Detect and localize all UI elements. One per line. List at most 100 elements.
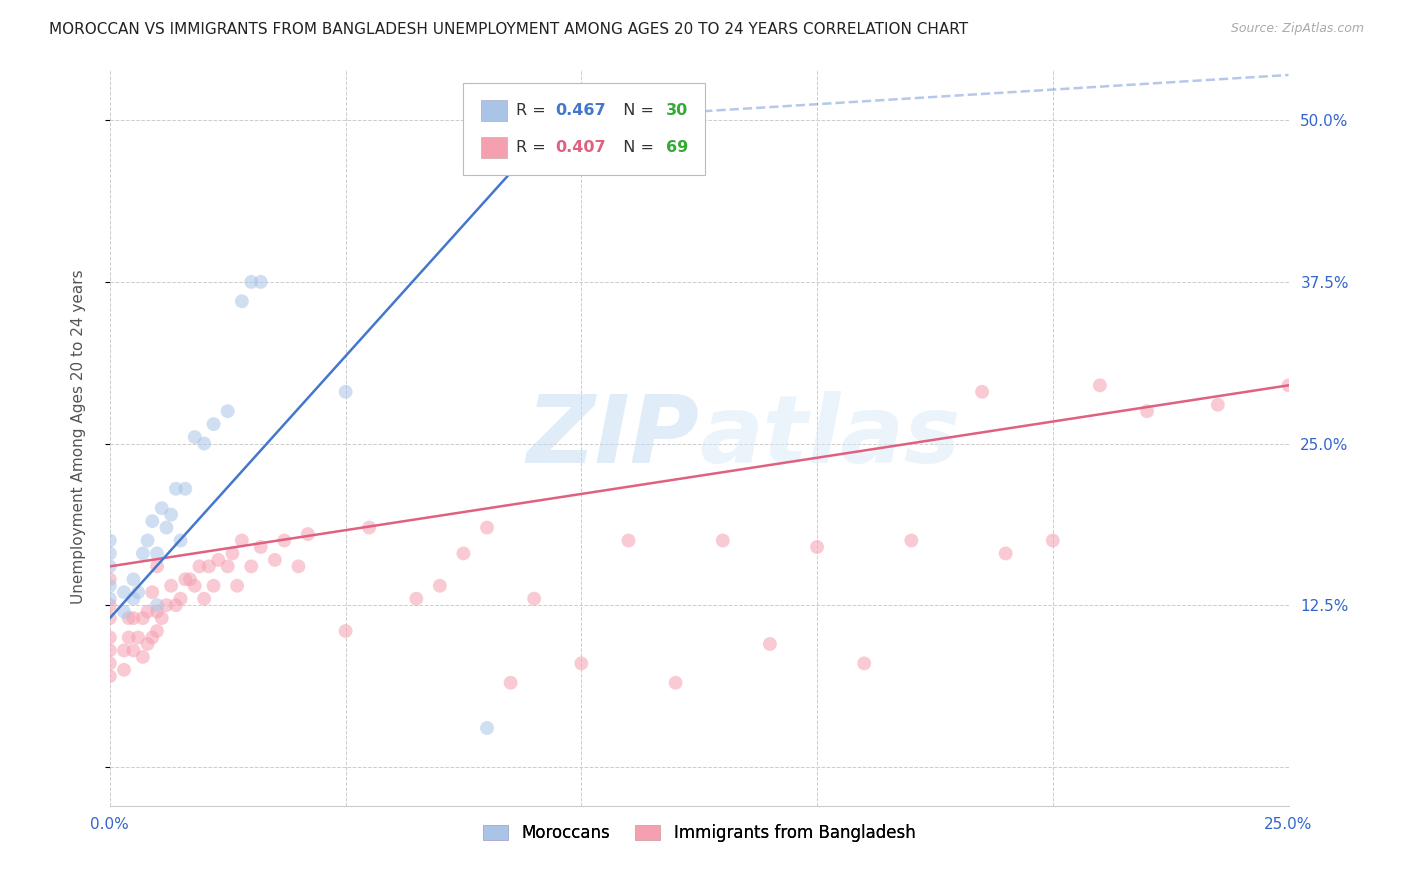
Point [136, 605, 159, 619]
Point [221, 546, 243, 560]
Point [165, 598, 187, 612]
Point [98, 579, 121, 593]
Point [335, 384, 357, 399]
Point [132, 649, 155, 664]
Point [297, 527, 319, 541]
Point [169, 533, 191, 548]
Point [249, 275, 271, 289]
Text: 0.407: 0.407 [555, 140, 606, 155]
Point [118, 611, 141, 625]
Point [183, 430, 205, 444]
Point [970, 384, 993, 399]
Text: ZIP: ZIP [526, 391, 699, 483]
Point [231, 533, 253, 548]
Point [98, 598, 121, 612]
Point [98, 631, 121, 645]
Point [453, 546, 475, 560]
Point [287, 559, 309, 574]
Point [475, 721, 498, 735]
Point [146, 598, 169, 612]
Point [98, 533, 121, 548]
Point [359, 520, 381, 534]
Point [202, 579, 225, 593]
Text: R =: R = [516, 140, 551, 155]
Point [240, 275, 263, 289]
Point [263, 553, 285, 567]
Point [711, 533, 734, 548]
Point [429, 579, 451, 593]
Point [569, 657, 592, 671]
Point [405, 591, 427, 606]
Point [174, 572, 197, 586]
Point [160, 508, 183, 522]
Point [98, 591, 121, 606]
Point [249, 540, 271, 554]
Point [202, 417, 225, 431]
Point [132, 546, 155, 560]
Point [141, 631, 163, 645]
Point [112, 585, 135, 599]
Point [1206, 398, 1229, 412]
Point [226, 579, 249, 593]
Text: MOROCCAN VS IMMIGRANTS FROM BANGLADESH UNEMPLOYMENT AMONG AGES 20 TO 24 YEARS CO: MOROCCAN VS IMMIGRANTS FROM BANGLADESH U… [49, 22, 969, 37]
FancyBboxPatch shape [464, 83, 704, 176]
Point [136, 637, 159, 651]
Point [118, 631, 141, 645]
Point [475, 520, 498, 534]
Point [1136, 404, 1159, 418]
Text: R =: R = [516, 103, 551, 118]
Text: 30: 30 [666, 103, 689, 118]
Point [160, 579, 183, 593]
Point [98, 669, 121, 683]
Point [207, 553, 229, 567]
Point [198, 559, 221, 574]
Point [900, 533, 922, 548]
Point [523, 591, 546, 606]
Point [136, 533, 159, 548]
Point [1042, 533, 1064, 548]
Point [122, 611, 145, 625]
Text: Source: ZipAtlas.com: Source: ZipAtlas.com [1230, 22, 1364, 36]
Point [231, 294, 253, 309]
Point [193, 591, 215, 606]
Point [193, 436, 215, 450]
Point [112, 605, 135, 619]
Point [112, 643, 135, 657]
Point [150, 501, 173, 516]
Point [155, 598, 177, 612]
Point [188, 559, 211, 574]
Point [217, 559, 239, 574]
Point [112, 663, 135, 677]
Point [165, 482, 187, 496]
Point [127, 585, 149, 599]
Text: 0.467: 0.467 [555, 103, 606, 118]
Point [217, 404, 239, 418]
Point [183, 579, 205, 593]
Point [806, 540, 828, 554]
Text: N =: N = [613, 140, 659, 155]
Point [98, 611, 121, 625]
Point [122, 591, 145, 606]
Point [141, 514, 163, 528]
FancyBboxPatch shape [481, 100, 508, 120]
Point [994, 546, 1017, 560]
Point [141, 585, 163, 599]
Point [132, 611, 155, 625]
Text: 69: 69 [666, 140, 689, 155]
Point [98, 657, 121, 671]
Point [150, 611, 173, 625]
Point [98, 559, 121, 574]
Point [169, 591, 191, 606]
Legend: Moroccans, Immigrants from Bangladesh: Moroccans, Immigrants from Bangladesh [475, 815, 924, 850]
Point [665, 675, 688, 690]
Point [122, 643, 145, 657]
Point [127, 631, 149, 645]
Text: N =: N = [613, 103, 659, 118]
Point [179, 572, 201, 586]
Point [853, 657, 876, 671]
Point [174, 482, 197, 496]
Point [335, 624, 357, 638]
Point [240, 559, 263, 574]
Point [273, 533, 295, 548]
Point [499, 675, 522, 690]
